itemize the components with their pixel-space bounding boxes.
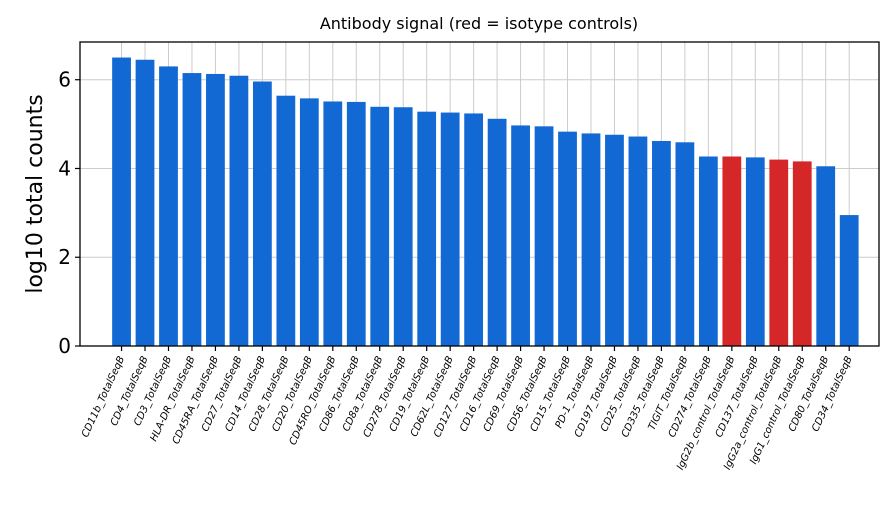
- y-axis: 0 2 4 6: [58, 68, 80, 358]
- bar-CD335_TotalSeqB: [652, 140, 671, 346]
- bar-TIGIT_TotalSeqB: [675, 142, 695, 346]
- bar-CD45RA_TotalSeqB: [206, 73, 225, 347]
- bar-CD15_TotalSeqB: [558, 131, 577, 346]
- bar-CD28_TotalSeqB: [276, 95, 296, 346]
- bar-CD11b_TotalSeqB: [112, 57, 131, 347]
- bar-IgG2b_control_TotalSeqB: [722, 156, 742, 346]
- bar-CD56_TotalSeqB: [534, 126, 554, 346]
- y-tick-label: 0: [58, 334, 71, 358]
- y-axis-label: log10 total counts: [23, 94, 48, 293]
- bar-CD3_TotalSeqB: [159, 66, 178, 347]
- bar-CD19_TotalSeqB: [417, 111, 437, 347]
- bar-CD4_TotalSeqB: [135, 59, 155, 346]
- bar-CD20_TotalSeqB: [299, 98, 319, 346]
- bar-CD45RO_TotalSeqB: [323, 101, 343, 346]
- bar-CD8a_TotalSeqB: [370, 106, 390, 346]
- plot-frame: [79, 41, 880, 347]
- y-tick-label: 4: [58, 156, 71, 180]
- bar-CD86_TotalSeqB: [346, 101, 366, 346]
- bar-CD278_TotalSeqB: [393, 107, 413, 347]
- bar-PD-1_TotalSeqB: [581, 133, 601, 346]
- bar-IgG1_control_TotalSeqB: [792, 161, 812, 346]
- bar-CD127_TotalSeqB: [464, 113, 484, 346]
- bar-CD137_TotalSeqB: [745, 157, 765, 346]
- bars: [112, 57, 859, 347]
- bar-CD34_TotalSeqB: [839, 215, 859, 346]
- bar-CD69_TotalSeqB: [511, 125, 530, 346]
- bar-CD16_TotalSeqB: [487, 118, 507, 346]
- bar-HLA-DR_TotalSeqB: [182, 73, 202, 346]
- bar-CD25_TotalSeqB: [628, 136, 648, 346]
- bar-CD80_TotalSeqB: [816, 166, 836, 346]
- bar-CD14_TotalSeqB: [252, 81, 272, 347]
- bar-CD62L_TotalSeqB: [440, 112, 460, 346]
- y-tick-label: 6: [58, 68, 71, 92]
- bar-IgG2a_control_TotalSeqB: [769, 159, 789, 346]
- chart-title: Antibody signal (red = isotype controls): [320, 14, 638, 33]
- x-axis: CD11b_TotalSeqBCD4_TotalSeqBCD3_TotalSeq…: [80, 346, 855, 472]
- bar-CD197_TotalSeqB: [605, 134, 624, 346]
- bar-CD274_TotalSeqB: [698, 156, 718, 346]
- bar-CD27_TotalSeqB: [229, 75, 249, 347]
- y-tick-label: 2: [58, 245, 71, 269]
